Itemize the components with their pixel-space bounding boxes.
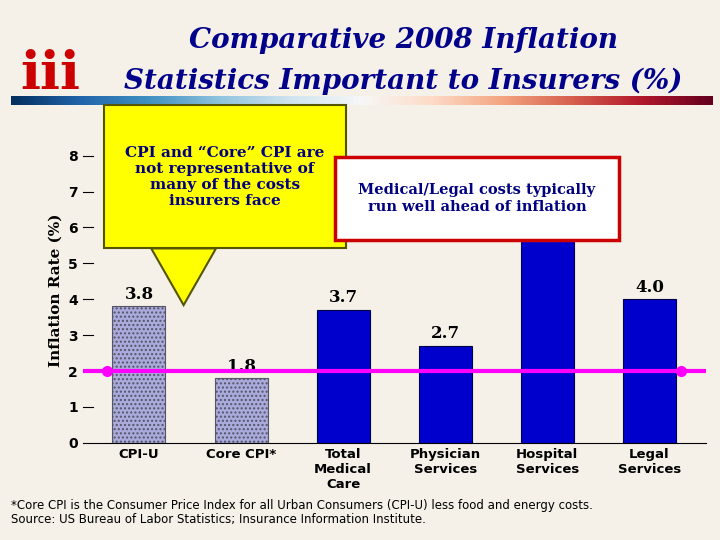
Text: Medical/Legal costs typically
run well ahead of inflation: Medical/Legal costs typically run well a… — [359, 184, 595, 213]
Text: 4.0: 4.0 — [635, 279, 664, 295]
Text: *Core CPI is the Consumer Price Index for all Urban Consumers (CPI-U) less food : *Core CPI is the Consumer Price Index fo… — [11, 498, 593, 526]
Bar — [521, 177, 574, 443]
Y-axis label: Inflation Rate (%): Inflation Rate (%) — [49, 213, 63, 367]
Text: Comparative 2008 Inflation: Comparative 2008 Inflation — [189, 27, 618, 54]
Bar — [112, 306, 166, 443]
Text: 1.8: 1.8 — [227, 357, 256, 375]
Bar — [317, 310, 369, 443]
Text: CPI and “Core” CPI are
not representative of
many of the costs
insurers face: CPI and “Core” CPI are not representativ… — [125, 146, 325, 208]
Text: 3.7: 3.7 — [328, 289, 358, 306]
Text: 7.4: 7.4 — [533, 157, 562, 173]
Text: 3.8: 3.8 — [125, 286, 153, 303]
Text: Statistics Important to Insurers (%): Statistics Important to Insurers (%) — [124, 68, 683, 95]
Bar — [623, 299, 676, 443]
Bar — [215, 378, 268, 443]
Text: 2.7: 2.7 — [431, 325, 460, 342]
Bar — [419, 346, 472, 443]
Text: iii: iii — [20, 49, 81, 99]
